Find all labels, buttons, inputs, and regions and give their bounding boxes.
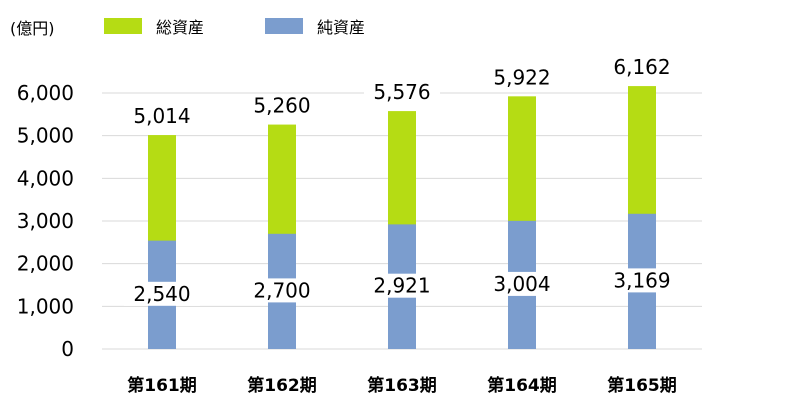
x-tick-label: 第165期 — [607, 375, 677, 396]
data-label-background — [604, 268, 680, 293]
data-label-net-assets: 2,921 — [373, 274, 430, 298]
data-label-background — [364, 273, 440, 298]
bars — [148, 86, 656, 349]
y-tick-label: 2,000 — [17, 252, 74, 276]
data-label-net-assets: 2,700 — [253, 278, 310, 302]
data-label-net-assets: 3,004 — [493, 272, 550, 296]
data-label-net-assets: 3,169 — [613, 268, 670, 292]
data-label-background — [124, 281, 200, 306]
data-label-total-assets: 6,162 — [613, 55, 670, 79]
data-labels: 5,014 2,540 5,260 2,700 5,576 2,921 5,922 3,004… — [124, 55, 680, 306]
data-label-background — [604, 55, 680, 80]
y-axis: 0 1,000 2,000 3,000 4,000 5,000 6,000 — [17, 81, 74, 361]
data-label-background — [484, 65, 560, 90]
y-tick-label: 6,000 — [17, 81, 74, 105]
y-tick-label: 4,000 — [17, 166, 74, 190]
data-label-background — [244, 278, 320, 303]
y-tick-label: 3,000 — [17, 209, 74, 233]
data-label-total-assets: 5,922 — [493, 65, 550, 89]
data-label-total-assets: 5,260 — [253, 94, 310, 118]
legend-swatch-net-assets — [265, 18, 303, 34]
legend: 総資産 純資産 — [104, 18, 365, 37]
y-tick-label: 0 — [61, 337, 74, 361]
x-tick-label: 第161期 — [127, 375, 197, 396]
data-label-background — [124, 104, 200, 129]
data-label-total-assets: 5,576 — [373, 80, 430, 104]
unit-label: (億円) — [10, 19, 55, 38]
data-label-background — [244, 93, 320, 118]
x-tick-label: 第162期 — [247, 375, 317, 396]
legend-label-net-assets: 純資産 — [317, 18, 365, 37]
data-label-total-assets: 5,014 — [133, 104, 190, 128]
legend-swatch-total-assets — [104, 18, 142, 34]
y-tick-label: 1,000 — [17, 294, 74, 318]
x-tick-label: 第164期 — [487, 375, 557, 396]
data-label-background — [484, 271, 560, 296]
x-axis: 第161期 第162期 第163期 第164期 第165期 — [127, 375, 677, 396]
legend-label-total-assets: 総資産 — [156, 18, 204, 37]
data-label-net-assets: 2,540 — [133, 282, 190, 306]
y-tick-label: 5,000 — [17, 124, 74, 148]
x-tick-label: 第163期 — [367, 375, 437, 396]
data-label-background — [364, 80, 440, 105]
